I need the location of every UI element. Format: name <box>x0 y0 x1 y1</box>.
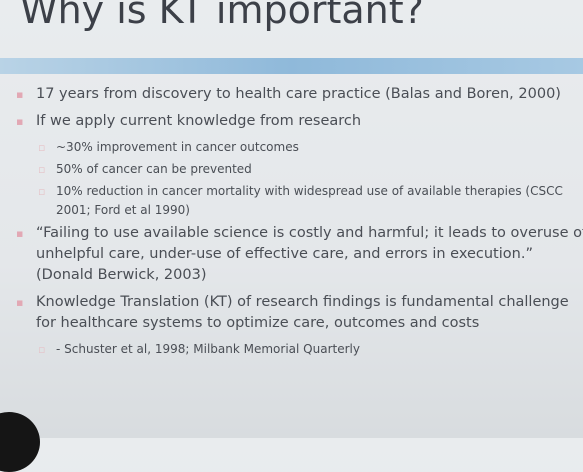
bullet: 17 years from discovery to health care p… <box>14 84 583 105</box>
title-band <box>0 58 583 74</box>
sub-bullet: 50% of cancer can be prevented <box>14 160 583 179</box>
sub-bullet: ~30% improvement in cancer outcomes <box>14 138 583 157</box>
bullet: Knowledge Translation (KT) of research f… <box>14 292 583 334</box>
sub-bullet: - Schuster et al, 1998; Milbank Memorial… <box>14 340 583 359</box>
slide-title: Why is KT important? <box>20 0 424 32</box>
slide-photo: Why is KT important? 17 years from disco… <box>0 0 583 438</box>
sub-bullet: 10% reduction in cancer mortality with w… <box>14 182 583 220</box>
bullet: If we apply current knowledge from resea… <box>14 111 583 132</box>
bullet: “Failing to use available science is cos… <box>14 223 583 286</box>
audience-head <box>0 412 40 472</box>
bullet-list: 17 years from discovery to health care p… <box>14 84 583 362</box>
